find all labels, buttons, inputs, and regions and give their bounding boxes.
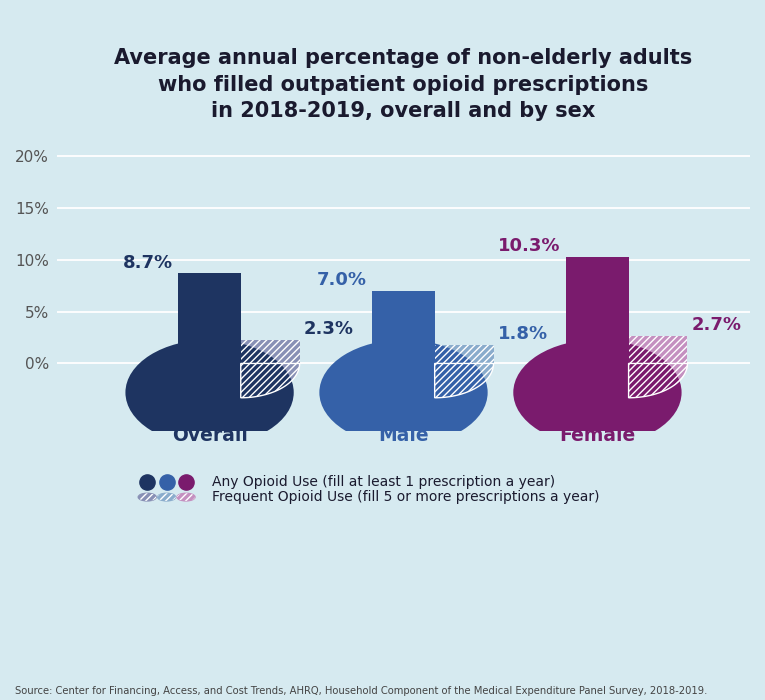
Text: Male: Male [378, 426, 429, 444]
Point [141, 360, 153, 371]
Bar [435, 345, 493, 363]
Circle shape [158, 494, 176, 501]
Text: Overall: Overall [171, 426, 248, 444]
Text: 10.3%: 10.3% [498, 237, 561, 256]
Bar [629, 335, 688, 363]
Polygon shape [435, 363, 493, 398]
Text: 7.0%: 7.0% [317, 272, 366, 289]
Polygon shape [241, 363, 300, 398]
Bar [241, 340, 300, 363]
Polygon shape [629, 363, 688, 398]
Text: Average annual percentage of non-elderly adults
who filled outpatient opioid pre: Average annual percentage of non-elderly… [115, 48, 692, 121]
Text: 2.7%: 2.7% [692, 316, 741, 334]
Circle shape [177, 494, 195, 501]
Bar [435, 345, 493, 363]
Ellipse shape [513, 340, 682, 445]
Bar [629, 335, 688, 363]
Ellipse shape [319, 340, 487, 445]
Point [161, 360, 173, 371]
Bar [178, 274, 241, 363]
Circle shape [138, 494, 156, 501]
Text: Any Opioid Use (fill at least 1 prescription a year): Any Opioid Use (fill at least 1 prescrip… [213, 475, 555, 489]
Bar [566, 257, 629, 363]
Text: Female: Female [559, 426, 636, 444]
Text: Frequent Opioid Use (fill 5 or more prescriptions a year): Frequent Opioid Use (fill 5 or more pres… [213, 490, 600, 504]
Point [180, 360, 192, 371]
Text: Source: Center for Financing, Access, and Cost Trends, AHRQ, Household Component: Source: Center for Financing, Access, an… [15, 687, 708, 696]
Text: 2.3%: 2.3% [304, 320, 353, 338]
Bar [241, 340, 300, 363]
Bar [373, 291, 435, 363]
Text: 1.8%: 1.8% [498, 326, 548, 343]
Text: 8.7%: 8.7% [122, 254, 173, 272]
Ellipse shape [125, 340, 294, 445]
